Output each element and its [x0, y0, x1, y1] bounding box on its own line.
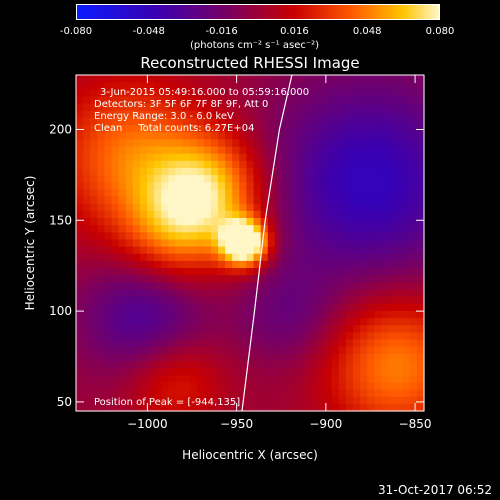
x-tick-label: −950: [220, 417, 253, 431]
x-tick-label: −850: [399, 417, 432, 431]
footer-date: 31-Oct-2017 06:52: [378, 483, 492, 497]
clean-counts-label: Clean Total counts: 6.27E+04: [94, 123, 255, 134]
x-axis-label: Heliocentric X (arcsec): [182, 448, 318, 462]
y-tick-label: 100: [49, 304, 72, 318]
colorbar-tick-label: -0.080: [59, 26, 93, 37]
plot-frame: [75, 74, 425, 412]
time-range-label: 3-Jun-2015 05:49:16.000 to 05:59:16.000: [100, 87, 310, 98]
y-tick-label: 200: [49, 122, 72, 136]
colorbar-tick-label: 0.048: [352, 26, 382, 37]
y-axis-label: Heliocentric Y (arcsec): [23, 176, 37, 311]
chart-title: Reconstructed RHESSI Image: [140, 54, 360, 72]
x-tick-label: −1000: [127, 417, 168, 431]
x-tick-label: −900: [309, 417, 342, 431]
heatmap-image: [76, 75, 425, 412]
detectors-label: Detectors: 3F 5F 6F 7F 8F 9F, Att 0: [94, 99, 269, 110]
colorbar-tick-label: 0.016: [280, 26, 309, 37]
energy-range-label: Energy Range: 3.0 - 6.0 keV: [94, 111, 234, 122]
y-tick-label: 50: [57, 395, 72, 409]
colorbar-tick-label: -0.048: [132, 26, 165, 37]
colorbar-unit: (photons cm⁻² s⁻¹ asec⁻²): [190, 40, 320, 51]
colorbar-tick-label: -0.016: [205, 26, 238, 37]
solar-limb-line: [241, 74, 293, 412]
colorbar-tick-label: 0.080: [425, 26, 455, 37]
colorbar: [76, 4, 440, 20]
y-tick-label: 150: [49, 213, 72, 227]
peak-position-label: Position of Peak = [-944,135]: [94, 397, 241, 408]
